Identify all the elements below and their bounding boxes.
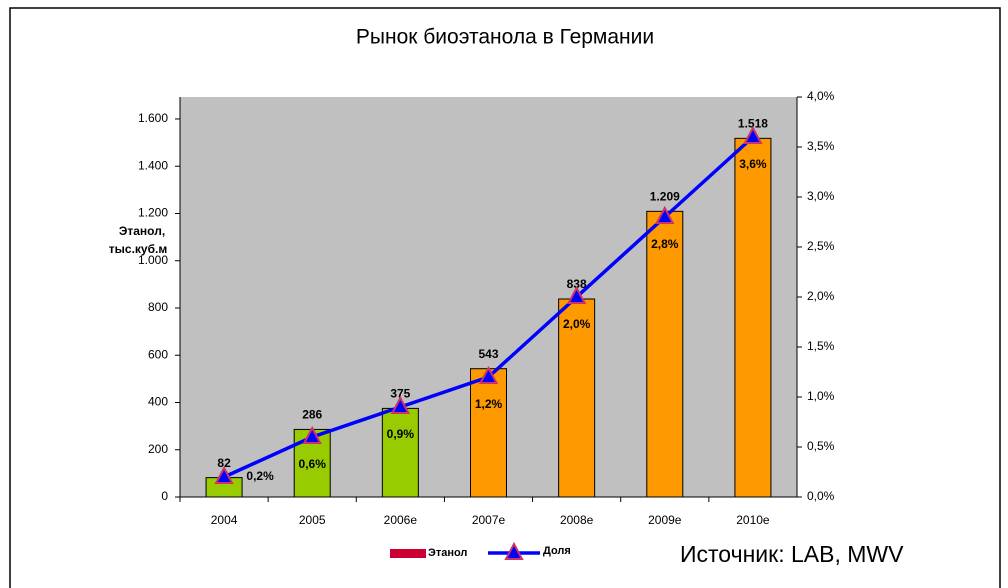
- marker: [214, 465, 234, 484]
- bar: [558, 298, 596, 498]
- bar-label: 82: [217, 456, 231, 470]
- marker: [566, 285, 587, 304]
- y2-tick-label: 1,0%: [807, 389, 835, 403]
- y-tick-label: 1.600: [138, 111, 168, 125]
- legend-marker: [504, 541, 524, 560]
- source: Источник: LAB, MWV: [680, 541, 904, 567]
- y-tick-label: 200: [148, 442, 168, 456]
- x-tick-label: 2006e: [384, 513, 418, 527]
- legend-label: Доля: [543, 545, 571, 557]
- y-tick-label: 1.200: [138, 206, 168, 220]
- line-label: 0,9%: [387, 427, 415, 441]
- y-axis-label: тыс.куб.м: [109, 242, 168, 256]
- bar-label: 375: [390, 387, 410, 401]
- bar-label: 1.209: [650, 190, 680, 204]
- y-tick-label: 600: [148, 347, 168, 361]
- y2-tick-label: 3,5%: [807, 139, 835, 153]
- y2-tick-label: 4,0%: [807, 89, 835, 103]
- line-label: 0,2%: [246, 469, 274, 483]
- y-tick-label: 0: [161, 489, 168, 503]
- y-tick-label: 1.000: [138, 253, 168, 267]
- line-label: 3,6%: [739, 157, 767, 171]
- bar-label: 286: [302, 408, 322, 422]
- x-tick-label: 2010e: [736, 513, 770, 527]
- x-tick-label: 2004: [211, 513, 238, 527]
- line-label: 2,8%: [651, 237, 679, 251]
- line-label: 0,6%: [299, 457, 327, 471]
- x-tick-label: 2007e: [472, 513, 506, 527]
- y-axis-label: Этанол,: [119, 224, 165, 238]
- y-tick-label: 800: [148, 300, 168, 314]
- y2-tick-label: 3,0%: [807, 189, 835, 203]
- legend-label: Этанол: [428, 547, 467, 559]
- y2-tick-label: 1,5%: [807, 339, 835, 353]
- marker: [743, 125, 763, 144]
- y2-tick-label: 2,5%: [807, 239, 835, 253]
- x-tick-label: 2009e: [648, 513, 682, 527]
- marker: [478, 365, 499, 384]
- bar-label: 838: [567, 277, 587, 291]
- y-tick-label: 1.400: [138, 158, 168, 172]
- legend-swatch: [390, 549, 426, 558]
- y2-tick-label: 0,0%: [807, 489, 835, 503]
- bar: [734, 137, 772, 498]
- bar: [646, 210, 684, 498]
- bar-label: 1.518: [738, 117, 768, 131]
- marker: [302, 425, 322, 444]
- bar: [381, 407, 419, 498]
- bar-label: 543: [478, 347, 498, 361]
- x-tick-label: 2005: [299, 513, 326, 527]
- chart-title: Рынок биоэтанола в Германии: [356, 26, 654, 49]
- line-label: 2,0%: [563, 317, 591, 331]
- line-label: 1,2%: [475, 397, 503, 411]
- y2-tick-label: 2,0%: [807, 289, 835, 303]
- y-tick-label: 400: [148, 395, 168, 409]
- marker: [390, 395, 411, 414]
- marker: [655, 205, 675, 224]
- x-tick-label: 2008e: [560, 513, 594, 527]
- y2-tick-label: 0,5%: [807, 439, 835, 453]
- bar: [470, 368, 507, 498]
